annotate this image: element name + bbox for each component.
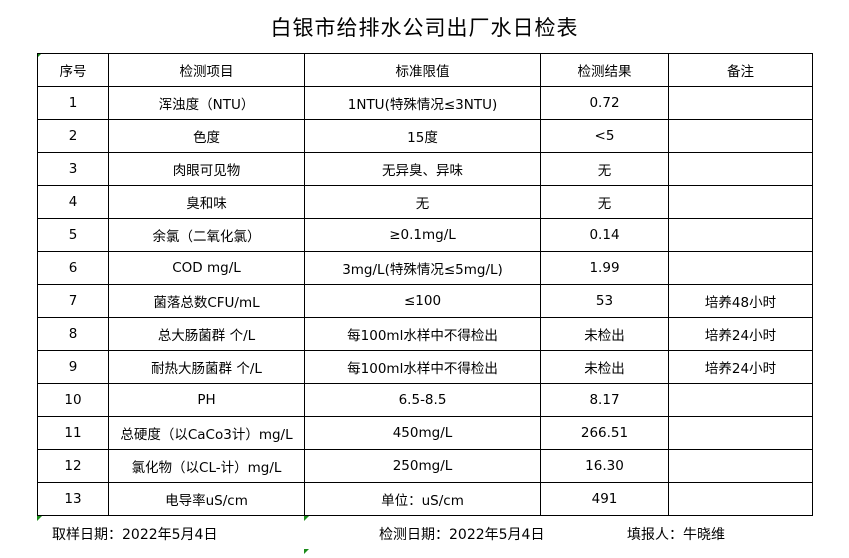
table-row: 7 菌落总数CFU/mL ≤100 53 培养48小时 (37, 284, 813, 318)
standard-limit-cell[interactable]: 6.5-8.5 (304, 383, 541, 417)
standard-limit-cell[interactable]: ≤100 (304, 284, 541, 318)
cell-marker (37, 516, 42, 521)
test-result-cell[interactable]: 未检出 (540, 317, 669, 351)
remark-cell[interactable] (668, 482, 813, 516)
standard-limit-cell[interactable]: 每100ml水样中不得检出 (304, 317, 541, 351)
test-item-cell[interactable]: 氯化物（以CL-计）mg/L (108, 449, 305, 483)
standard-limit-cell[interactable]: 450mg/L (304, 416, 541, 450)
row-number-cell[interactable]: 8 (37, 317, 109, 351)
table-row: 9 耐热大肠菌群 个/L 每100ml水样中不得检出 未检出 培养24小时 (37, 350, 813, 384)
table-row: 2 色度 15度 <5 (37, 119, 813, 153)
test-result-cell[interactable]: 1.99 (540, 251, 669, 285)
remark-cell[interactable]: 培养48小时 (668, 284, 813, 318)
remark-cell[interactable] (668, 86, 813, 120)
test-item-cell[interactable]: 色度 (108, 119, 305, 153)
header-cell[interactable]: 序号 (37, 53, 109, 87)
row-number-cell[interactable]: 11 (37, 416, 109, 450)
remark-cell[interactable] (668, 185, 813, 219)
inspection-table: 序号 检测项目 标准限值 检测结果 备注 1 浑浊度（NTU） 1NTU(特殊情况≤… (37, 53, 813, 516)
test-item-cell[interactable]: PH (108, 383, 305, 417)
test-item-cell[interactable]: COD mg/L (108, 251, 305, 285)
sampling-date: 取样日期：2022年5月4日 (52, 527, 218, 543)
table-row: 13 电导率uS/cm 单位：uS/cm 491 (37, 482, 813, 516)
test-item-cell[interactable]: 肉眼可见物 (108, 152, 305, 186)
table-row: 1 浑浊度（NTU） 1NTU(特殊情况≤3NTU) 0.72 (37, 86, 813, 120)
standard-limit-cell[interactable]: 每100ml水样中不得检出 (304, 350, 541, 384)
standard-limit-cell[interactable]: 15度 (304, 119, 541, 153)
standard-limit-cell[interactable]: 无 (304, 185, 541, 219)
remark-cell[interactable] (668, 152, 813, 186)
remark-cell[interactable] (668, 251, 813, 285)
header-cell[interactable]: 备注 (668, 53, 813, 87)
remark-cell[interactable] (668, 383, 813, 417)
test-result-cell[interactable]: <5 (540, 119, 669, 153)
table-row: 12 氯化物（以CL-计）mg/L 250mg/L 16.30 (37, 449, 813, 483)
test-date: 检测日期：2022年5月4日 (379, 527, 545, 543)
remark-cell[interactable]: 培养24小时 (668, 350, 813, 384)
table-row: 4 臭和味无无 (37, 185, 813, 219)
test-item-cell[interactable]: 臭和味 (108, 185, 305, 219)
cell-marker (304, 549, 309, 554)
test-result-cell[interactable]: 无 (540, 152, 669, 186)
test-result-cell[interactable]: 16.30 (540, 449, 669, 483)
row-number-cell[interactable]: 10 (37, 383, 109, 417)
standard-limit-cell[interactable]: 1NTU(特殊情况≤3NTU) (304, 86, 541, 120)
standard-limit-cell[interactable]: 3mg/L(特殊情况≤5mg/L) (304, 251, 541, 285)
row-number-cell[interactable]: 9 (37, 350, 109, 384)
test-result-cell[interactable]: 53 (540, 284, 669, 318)
test-result-cell[interactable]: 未检出 (540, 350, 669, 384)
test-item-cell[interactable]: 余氯（二氧化氯） (108, 218, 305, 252)
test-result-cell[interactable]: 0.72 (540, 86, 669, 120)
test-result-cell[interactable]: 266.51 (540, 416, 669, 450)
test-item-cell[interactable]: 电导率uS/cm (108, 482, 305, 516)
sheet-title: 白银市给排水公司出厂水日检表 (270, 16, 579, 40)
row-number-cell[interactable]: 1 (37, 86, 109, 120)
row-number-cell[interactable]: 4 (37, 185, 109, 219)
test-result-cell[interactable]: 0.14 (540, 218, 669, 252)
remark-cell[interactable] (668, 218, 813, 252)
row-number-cell[interactable]: 7 (37, 284, 109, 318)
test-result-cell[interactable]: 8.17 (540, 383, 669, 417)
row-number-cell[interactable]: 5 (37, 218, 109, 252)
table-row: 3 肉眼可见物 无异臭、异味无 (37, 152, 813, 186)
table-row: 8 总大肠菌群 个/L 每100ml水样中不得检出 未检出 培养24小时 (37, 317, 813, 351)
standard-limit-cell[interactable]: 单位：uS/cm (304, 482, 541, 516)
table-row: 6 COD mg/L 3mg/L(特殊情况≤5mg/L) 1.99 (37, 251, 813, 285)
row-number-cell[interactable]: 6 (37, 251, 109, 285)
test-result-cell[interactable]: 无 (540, 185, 669, 219)
row-number-cell[interactable]: 3 (37, 152, 109, 186)
table-row: 11 总硬度（以CaCo3计）mg/L 450mg/L 266.51 (37, 416, 813, 450)
remark-cell[interactable] (668, 119, 813, 153)
standard-limit-cell[interactable]: 250mg/L (304, 449, 541, 483)
cell-marker (304, 516, 309, 521)
remark-cell[interactable] (668, 449, 813, 483)
row-number-cell[interactable]: 13 (37, 482, 109, 516)
remark-cell[interactable]: 培养24小时 (668, 317, 813, 351)
standard-limit-cell[interactable]: 无异臭、异味 (304, 152, 541, 186)
header-row: 序号 检测项目 标准限值 检测结果 备注 (37, 53, 813, 87)
table-row: 10 PH 6.5-8.5 8.17 (37, 383, 813, 417)
test-result-cell[interactable]: 491 (540, 482, 669, 516)
row-number-cell[interactable]: 2 (37, 119, 109, 153)
row-number-cell[interactable]: 12 (37, 449, 109, 483)
header-cell[interactable]: 检测结果 (540, 53, 669, 87)
test-item-cell[interactable]: 总硬度（以CaCo3计）mg/L (108, 416, 305, 450)
remark-cell[interactable] (668, 416, 813, 450)
test-item-cell[interactable]: 浑浊度（NTU） (108, 86, 305, 120)
reporter: 填报人：牛晓维 (627, 527, 725, 543)
standard-limit-cell[interactable]: ≥0.1mg/L (304, 218, 541, 252)
test-item-cell[interactable]: 总大肠菌群 个/L (108, 317, 305, 351)
header-cell[interactable]: 标准限值 (304, 53, 541, 87)
header-cell[interactable]: 检测项目 (108, 53, 305, 87)
table-row: 5 余氯（二氧化氯） ≥0.1mg/L 0.14 (37, 218, 813, 252)
test-item-cell[interactable]: 耐热大肠菌群 个/L (108, 350, 305, 384)
test-item-cell[interactable]: 菌落总数CFU/mL (108, 284, 305, 318)
